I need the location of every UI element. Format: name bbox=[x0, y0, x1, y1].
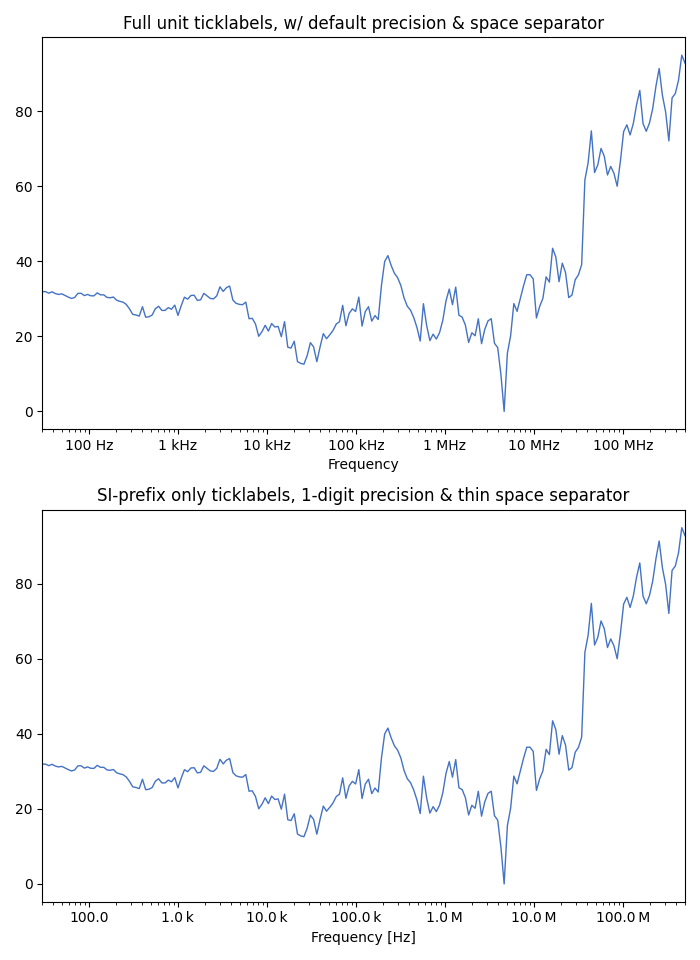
Title: Full unit ticklabels, w/ default precision & space separator: Full unit ticklabels, w/ default precisi… bbox=[123, 15, 604, 33]
X-axis label: Frequency: Frequency bbox=[328, 459, 400, 472]
Title: SI-prefix only ticklabels, 1-digit precision & thin space separator: SI-prefix only ticklabels, 1-digit preci… bbox=[97, 488, 630, 506]
X-axis label: Frequency [Hz]: Frequency [Hz] bbox=[312, 931, 416, 945]
